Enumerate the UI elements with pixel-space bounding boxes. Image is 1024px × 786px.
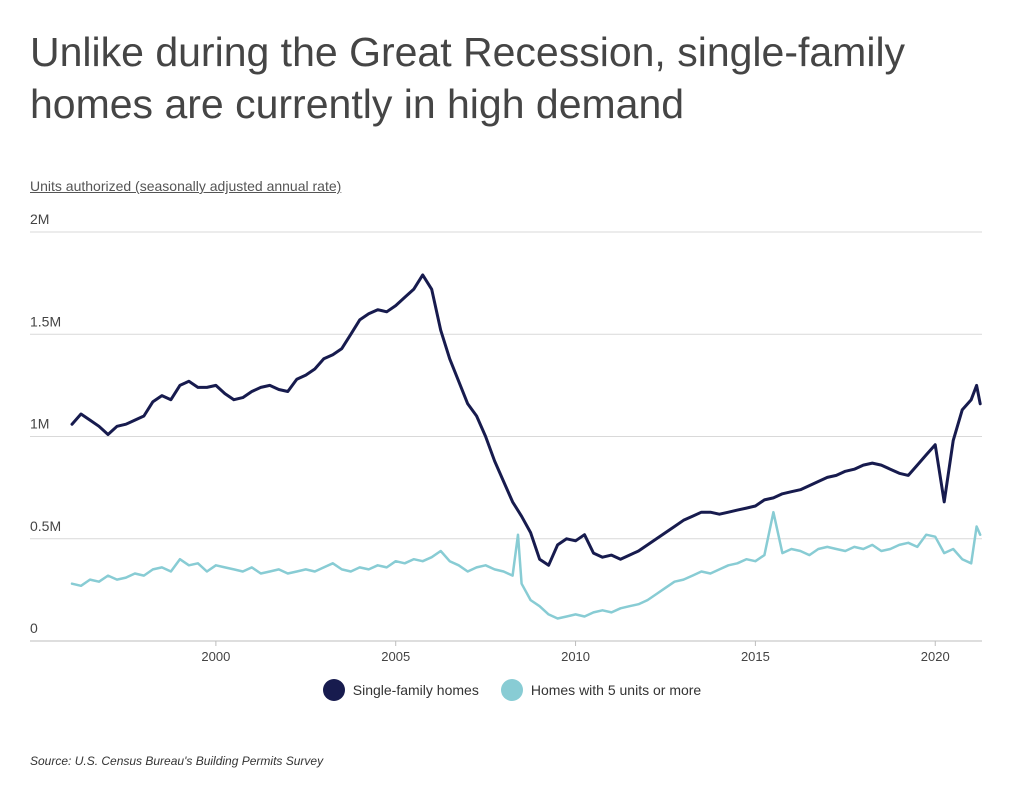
y-axis-label: Units authorized (seasonally adjusted an… [30, 178, 342, 194]
page-title: Unlike during the Great Recession, singl… [30, 29, 906, 127]
x-tick-label: 2000 [201, 649, 230, 664]
y-tick-label: 2M [30, 211, 49, 227]
legend-swatch-single-family [322, 679, 345, 701]
legend-label-multi-family: Homes with 5 units or more [530, 682, 702, 698]
legend-swatch-multi-family [500, 679, 523, 701]
chart-legend: Single-family homes Homes with 5 units o… [0, 679, 1024, 701]
y-tick-labels: 0 0.5M 1M 1.5M 2M [30, 211, 61, 636]
y-tick-label: 1M [30, 416, 49, 432]
y-tick-label: 0.5M [30, 518, 61, 534]
series-line-single-family [70, 273, 982, 567]
series-lines [70, 273, 982, 620]
y-tick-label: 0 [30, 620, 38, 636]
grid-lines [30, 231, 982, 642]
x-tick-label: 2015 [741, 649, 770, 664]
line-chart: 0 0.5M 1M 1.5M 2M 2000 2005 2010 2015 2020 [30, 211, 982, 664]
source-note: Source: U.S. Census Bureau's Building Pe… [30, 754, 324, 768]
x-tick-label: 2005 [381, 649, 410, 664]
legend-item-single-family[interactable]: Single-family homes [322, 679, 479, 701]
series-line-multi-family [70, 510, 982, 620]
x-tick-label: 2020 [921, 649, 950, 664]
y-tick-label: 1.5M [30, 313, 61, 329]
legend-label-single-family: Single-family homes [352, 682, 479, 698]
x-tick-labels: 2000 2005 2010 2015 2020 [201, 641, 950, 664]
legend-item-multi-family[interactable]: Homes with 5 units or more [500, 679, 702, 701]
x-tick-label: 2010 [561, 649, 590, 664]
